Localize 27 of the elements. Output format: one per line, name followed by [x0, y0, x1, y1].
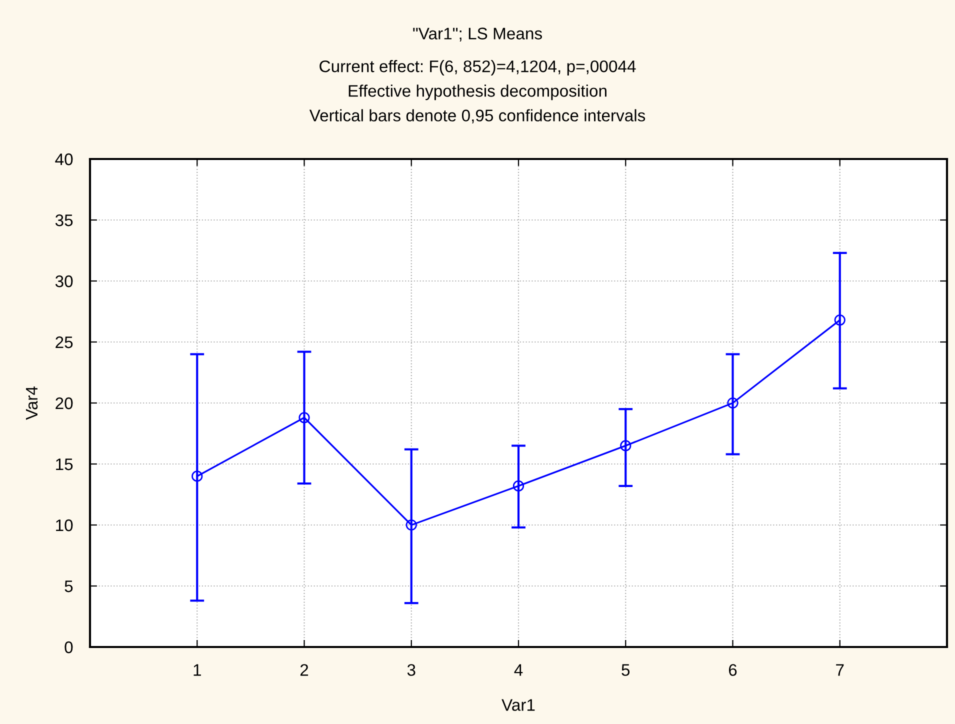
chart-title: "Var1"; LS Means [413, 28, 542, 42]
x-tick-label: 3 [407, 664, 416, 676]
x-tick-label: 2 [300, 664, 308, 676]
x-tick-label: 4 [514, 664, 523, 676]
x-axis-title: Var1 [502, 699, 535, 711]
y-tick-label: 20 [56, 397, 73, 410]
point [512, 480, 524, 492]
point [727, 397, 738, 409]
point [298, 412, 310, 424]
y-tick-label: 30 [55, 275, 73, 288]
y-tick-label: 5 [64, 580, 73, 592]
y-axis-title: Var4 [26, 386, 38, 420]
point [406, 519, 417, 531]
y-tick-label: 15 [56, 458, 73, 470]
x-tick-label: 1 [194, 664, 201, 676]
x-tick-label: 7 [836, 664, 844, 676]
x-tick-label: 5 [622, 664, 630, 676]
chart-subtitle: Current effect: F(6, 852)=4,1204, p=,00044 Effective hypothesis decomposition Vertical bars denote 0,95 confidence intervals [309, 60, 646, 124]
x-tick-label: 6 [728, 664, 737, 676]
y-tick-label: 0 [64, 641, 73, 654]
point [192, 470, 203, 482]
y-tick-label: 35 [55, 214, 73, 226]
point [620, 440, 632, 452]
y-tick-label: 10 [56, 519, 73, 532]
y-tick-label: 25 [56, 336, 73, 348]
point [834, 314, 846, 326]
y-tick-label: 40 [55, 153, 73, 166]
